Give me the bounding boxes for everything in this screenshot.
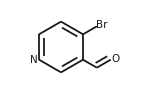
Text: Br: Br [96,20,108,30]
Text: N: N [30,55,38,65]
Text: O: O [111,54,119,64]
